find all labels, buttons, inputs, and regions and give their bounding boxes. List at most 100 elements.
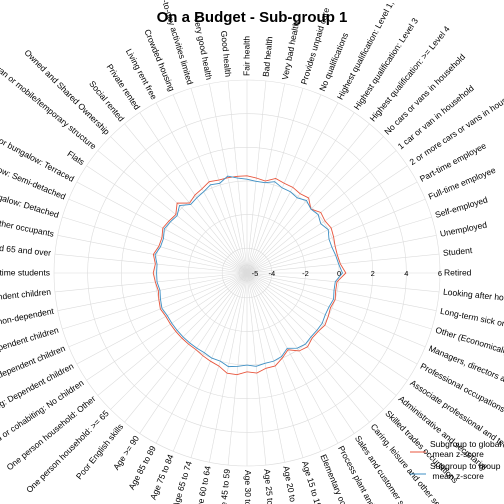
legend-label-2: Subgroup to group mean z-score	[430, 461, 501, 481]
grid-spoke	[246, 123, 370, 274]
grid-spoke	[246, 272, 285, 463]
legend: Subgroup to global mean z-scoreSubgroup …	[410, 439, 501, 481]
grid-spoke	[227, 80, 248, 274]
series-line-2	[154, 175, 343, 368]
tick-label: -4	[268, 269, 275, 278]
grid-spoke	[246, 83, 285, 274]
grid-spoke	[246, 272, 418, 365]
grid-spoke	[209, 83, 248, 274]
category-label: Other: All full-time students	[0, 267, 50, 277]
category-label: Self-employed	[434, 194, 489, 219]
grid-spoke	[246, 94, 322, 274]
grid-spoke	[155, 272, 248, 444]
grid-spoke	[246, 102, 339, 274]
grid-spoke	[155, 102, 248, 274]
series-lines	[152, 175, 347, 376]
grid-spoke	[246, 165, 408, 274]
category-label: Good health	[219, 30, 234, 77]
grid-spoke	[139, 272, 248, 434]
grid-spoke	[97, 272, 248, 396]
grid-spoke	[246, 253, 440, 274]
grid-spoke	[86, 165, 248, 274]
grid-spoke	[246, 112, 355, 274]
grid-spoke	[139, 112, 248, 274]
grid-spoke	[246, 272, 432, 330]
grid-spoke	[124, 272, 248, 423]
grid-spoke	[209, 272, 248, 463]
grid-spoke	[227, 272, 248, 466]
legend-label-1: Subgroup to global mean z-score	[430, 439, 501, 459]
grid-spoke	[246, 235, 437, 274]
grid-spoke	[246, 272, 426, 348]
category-label: Unemployed	[439, 220, 488, 239]
category-label: Looking after home or family	[443, 287, 504, 308]
category-label: Bad health	[261, 36, 275, 78]
category-label: Very good health	[192, 16, 214, 81]
grid-spoke	[190, 88, 248, 274]
grid-spoke	[246, 216, 432, 274]
radial-tick-labels: -5 -4 -2 0 2 4 6	[252, 269, 442, 278]
grid-spoke	[76, 272, 248, 365]
category-label: Age 45 to 59	[217, 468, 232, 504]
category-label: Age 30 to 44	[243, 470, 253, 504]
category-label: Age 15 to 19	[300, 460, 324, 504]
tick-label: 0	[337, 269, 341, 278]
grid-spoke	[246, 272, 322, 452]
category-label: Age 20 to 24	[281, 465, 300, 504]
grid-spoke	[97, 150, 248, 274]
grid-spoke	[246, 272, 304, 458]
grid-spoke	[190, 272, 248, 458]
grid-spoke	[57, 272, 248, 311]
category-label: Other: All aged 65 and over	[0, 238, 52, 258]
grid-spoke	[246, 88, 304, 274]
grid-spoke	[68, 272, 248, 348]
grid-spoke	[246, 272, 408, 381]
grid-spoke	[57, 235, 248, 274]
series-line-1	[152, 175, 347, 376]
grid-spoke	[110, 136, 248, 274]
chart-title: On a Budget - Sub-group 1	[156, 9, 348, 26]
category-label: Retired	[444, 267, 472, 277]
grid-spoke	[68, 198, 248, 274]
grid-spoke	[246, 80, 267, 274]
grid-spoke	[124, 123, 248, 274]
category-label: Age 75 to 84	[148, 453, 176, 502]
category-label: Fair health	[241, 36, 251, 76]
grid-spoke	[76, 181, 248, 274]
grid-spoke	[246, 272, 437, 311]
grid-spoke	[62, 272, 248, 330]
grid-spoke	[54, 272, 248, 293]
grid-spoke	[246, 272, 440, 293]
category-label: Student	[442, 245, 473, 258]
grid-spoke	[246, 272, 267, 466]
category-label: Age 60 to 64	[194, 465, 213, 504]
grid-spoke	[86, 272, 248, 381]
grid-spoke	[246, 181, 418, 274]
category-label: Very bad health	[280, 20, 301, 80]
tick-label: -5	[252, 269, 259, 278]
grid-spoke	[62, 216, 248, 274]
grid-spoke	[110, 272, 248, 410]
category-label: Other: With dependent children	[0, 287, 52, 309]
grid-spoke	[246, 272, 355, 434]
category-label: Age 65 to 74	[170, 460, 194, 504]
category-label: Age 25 to 29	[262, 468, 277, 504]
grid-spoke	[246, 136, 384, 274]
grid-spoke	[246, 272, 370, 423]
grid-spoke	[246, 198, 426, 274]
tick-label: 2	[371, 269, 375, 278]
tick-label: -2	[302, 269, 309, 278]
grid-spoke	[172, 272, 248, 452]
tick-label: 4	[404, 269, 408, 278]
grid-spoke	[246, 272, 397, 396]
grid-spoke	[246, 272, 339, 444]
grid-spoke	[246, 150, 397, 274]
tick-label: 6	[438, 269, 442, 278]
grid-spoke	[246, 272, 384, 410]
grid-spoke	[172, 94, 248, 274]
grid-spoke	[54, 253, 248, 274]
grid	[53, 79, 441, 467]
category-label: Flats	[66, 149, 87, 168]
